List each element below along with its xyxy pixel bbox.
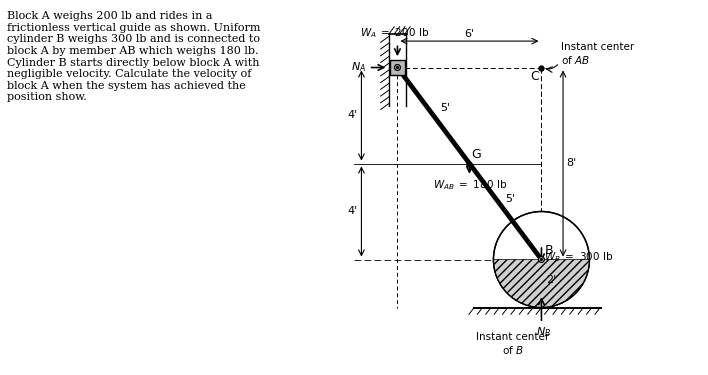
Text: $N_B$: $N_B$: [536, 326, 551, 339]
Bar: [390, 60, 405, 75]
Circle shape: [539, 256, 544, 262]
Polygon shape: [396, 66, 543, 261]
Text: Block A weighs 200 lb and rides in a
frictionless vertical guide as shown. Unifo: Block A weighs 200 lb and rides in a fri…: [7, 11, 261, 102]
Text: 5': 5': [506, 195, 515, 204]
Text: 2': 2': [547, 275, 556, 285]
Text: Instant center
of $AB$: Instant center of $AB$: [561, 42, 634, 66]
Wedge shape: [493, 260, 590, 308]
Text: 5': 5': [440, 103, 451, 113]
Text: 4': 4': [348, 111, 358, 120]
Text: $W_B\ =\ 300\ \mathrm{lb}$: $W_B\ =\ 300\ \mathrm{lb}$: [544, 250, 614, 264]
Text: $W_A\ =\ 200\ \mathrm{lb}$: $W_A\ =\ 200\ \mathrm{lb}$: [360, 26, 430, 40]
Text: $W_{AB}\ =\ 180\ \mathrm{lb}$: $W_{AB}\ =\ 180\ \mathrm{lb}$: [433, 178, 508, 192]
Text: 4': 4': [348, 207, 358, 216]
Circle shape: [394, 64, 400, 70]
Circle shape: [540, 258, 542, 261]
Text: 8': 8': [566, 159, 577, 168]
Text: C: C: [530, 70, 539, 83]
Circle shape: [396, 66, 399, 69]
Circle shape: [493, 211, 590, 308]
Text: G: G: [472, 148, 481, 161]
Text: Instant center
of $B$: Instant center of $B$: [476, 332, 549, 356]
Text: $N_A$: $N_A$: [351, 61, 366, 74]
Text: 6': 6': [464, 29, 474, 39]
Text: B: B: [545, 244, 554, 257]
